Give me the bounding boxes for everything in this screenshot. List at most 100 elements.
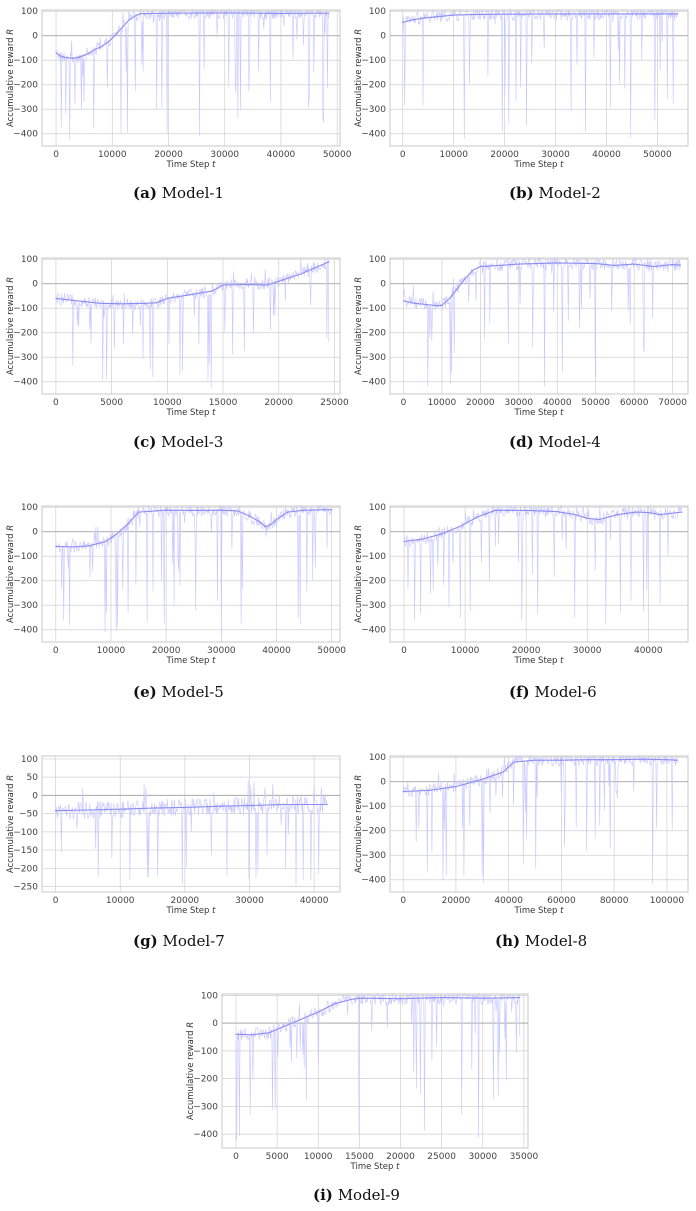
smoothed-point [476,516,478,518]
caption-d-label: (d) [509,433,534,451]
smoothed-point [681,511,683,513]
x-tick-label: 60000 [620,398,649,408]
smoothed-point [605,13,608,15]
smoothed-point [676,759,679,761]
smoothed-point [122,303,124,305]
y-tick-label: −100 [13,552,38,562]
y-tick-label: −100 [361,56,386,66]
x-tick-label: 20000 [264,398,293,408]
smoothed-point [100,46,102,48]
y-tick-label: 100 [21,755,38,765]
y-tick-label: −200 [13,329,38,339]
caption-i-label: (i) [313,1186,333,1204]
series-raw-reward-line [402,755,678,885]
caption-h-label: (h) [495,932,521,950]
plot-area [41,9,341,147]
y-axis-label: Accumulative reward R [6,525,16,623]
smoothed-point [652,265,654,268]
smoothed-point [478,13,480,16]
x-tick-label: 20000 [490,150,519,160]
chart-e: 100 0 −100 −200 −300 −400 0 10000 20000 30000 4000… [6,503,346,666]
smoothed-point [55,545,57,548]
smoothed-point [264,526,267,528]
smoothed-point [280,12,282,15]
smoothed-point [504,13,506,15]
y-tick-label: −200 [361,329,386,339]
smoothed-point [595,263,597,265]
smoothed-point [614,264,616,266]
plot-area [221,993,529,1149]
caption-h-text: Model-8 [524,932,588,950]
smoothed-point [144,302,146,304]
series-smoothed-reward-line [55,803,328,812]
caption-i-text: Model-9 [337,1186,400,1204]
smoothed-point [313,803,315,806]
caption-d-text: Model-4 [538,433,601,451]
smoothed-point [220,509,222,511]
smoothed-point [479,265,481,268]
x-tick-label: 0 [400,896,406,906]
y-tick-label: −400 [13,378,38,388]
smoothed-point [556,262,558,264]
y-tick-label: −400 [361,626,386,636]
y-axis-label: Accumulative reward R [6,775,16,873]
y-tick-label: 0 [380,778,386,788]
y-tick-label: −50 [19,810,38,820]
plot-area [41,257,341,395]
smoothed-point [301,1018,303,1020]
chart-panel-h: 100 0 −100 −200 −300 −400 0 20000 40000 60000 8000… [348,746,696,924]
chart-panel-a: 100 0 −100 −200 −300 −400 0 10000 20000 30000 4000… [0,0,352,178]
smoothed-point [331,509,333,511]
y-axis-label: Accumulative reward R [186,1022,196,1120]
smoothed-point [89,52,91,54]
chart-panel-d: 100 0 −100 −200 −300 −400 0 10000 20000 30000 4000… [348,248,696,426]
y-tick-label: −400 [13,626,38,636]
smoothed-point [126,523,129,525]
x-tick-label: 10000 [97,646,126,656]
y-tick-label: −200 [13,864,38,874]
smoothed-point [248,804,251,807]
smoothed-point [119,808,121,810]
smoothed-point [456,288,458,290]
y-tick-label: −300 [13,105,38,115]
y-tick-label: −100 [13,304,38,314]
x-tick-label: 0 [53,646,59,656]
smoothed-point [268,1032,270,1034]
smoothed-point [453,14,455,16]
y-tick-label: −300 [361,851,386,861]
series-raw-reward-line [55,779,328,887]
smoothed-point [647,512,649,514]
plot-area [389,9,689,147]
smoothed-point [328,12,330,14]
smoothed-point [613,759,615,761]
caption-b-text: Model-2 [538,184,601,202]
smoothed-point [137,511,140,513]
y-tick-label: 0 [32,528,38,538]
y-tick-label: −200 [361,827,386,837]
chart-panel-c: 100 0 −100 −200 −300 −400 0 5000 10000 15000 20000… [0,248,349,426]
smoothed-point [656,13,659,15]
smoothed-point [99,302,102,304]
smoothed-point [403,540,405,543]
caption-h: (h) Model-8 [495,932,587,950]
x-tick-label: 50000 [643,150,672,160]
x-tick-label: 30000 [468,1152,497,1162]
chart-h: 100 0 −100 −200 −300 −400 0 20000 40000 60000 8000… [354,753,689,916]
y-tick-label: 0 [380,280,386,290]
smoothed-point [328,261,330,263]
caption-b-label: (b) [509,184,534,202]
smoothed-point [248,515,250,517]
y-tick-label: −200 [13,577,38,587]
smoothed-point [155,302,157,304]
x-tick-label: 0 [233,1152,239,1162]
smoothed-point [83,54,85,56]
smoothed-point [189,294,191,296]
y-axis-label: Accumulative reward R [354,277,364,375]
smoothed-point [402,790,404,793]
x-tick-label: 30000 [210,150,239,160]
plot-area [41,505,341,643]
x-tick-label: 40000 [300,896,329,906]
smoothed-point [211,290,213,292]
smoothed-point [534,759,536,761]
x-tick-label: 50000 [317,646,346,656]
